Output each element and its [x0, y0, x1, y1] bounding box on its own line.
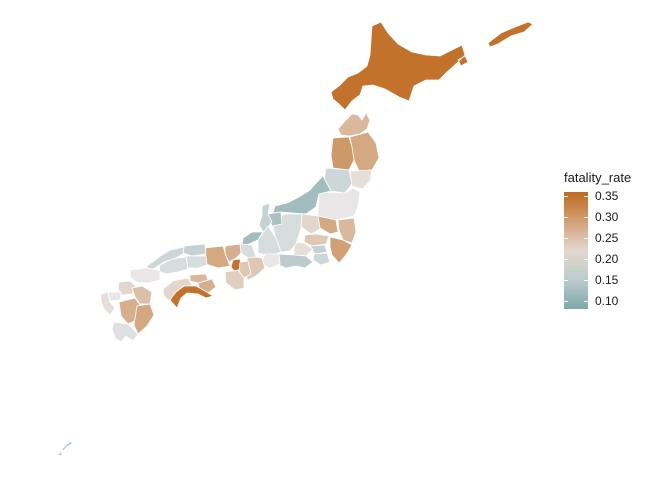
region-miyazaki	[133, 303, 155, 335]
region-aomori	[337, 112, 371, 137]
legend-tick-mark	[584, 217, 588, 219]
legend-tick-label: 0.30	[595, 210, 619, 225]
region-iwate	[349, 131, 380, 172]
region-miyagi	[349, 169, 373, 190]
prefecture-layer	[57, 21, 534, 457]
legend-tick-mark	[564, 196, 568, 198]
legend-tick-label: 0.15	[595, 272, 619, 287]
legend-tick-label: 0.10	[595, 293, 619, 308]
legend-tick-mark	[564, 279, 568, 281]
region-okayama	[185, 255, 208, 269]
region-ibaraki	[337, 217, 357, 244]
legend-tick-mark	[564, 300, 568, 302]
region-wakayama	[224, 269, 245, 291]
region-saga	[107, 291, 122, 302]
legend-tick-mark	[564, 237, 568, 239]
legend-tick-mark	[584, 196, 588, 198]
region-okinawa	[57, 440, 73, 457]
legend-tick-mark	[584, 237, 588, 239]
legend-tick-mark	[564, 258, 568, 260]
region-gifu	[257, 225, 282, 257]
region-gunma	[300, 213, 321, 235]
region-nara	[238, 260, 252, 279]
region-shiga	[239, 243, 257, 259]
region-yamaguchi	[129, 267, 161, 284]
region-nagasaki	[100, 291, 116, 316]
legend-tick-label: 0.20	[595, 251, 619, 266]
region-kanagawa	[312, 252, 331, 266]
region-shizuoka	[277, 253, 314, 269]
region-yamanashi	[293, 241, 314, 257]
region-fukuoka	[117, 280, 137, 296]
region-tokyo	[309, 244, 328, 255]
region-hokkaido	[330, 21, 534, 111]
legend-colorbar	[564, 192, 588, 309]
region-tottori	[182, 243, 207, 257]
legend-tick-mark	[564, 217, 568, 219]
region-kochi	[169, 285, 214, 309]
legend-tick-mark	[584, 258, 588, 260]
legend-tick-mark	[584, 300, 588, 302]
region-akita	[330, 136, 355, 171]
legend-tick-label: 0.25	[595, 230, 619, 245]
region-chiba	[329, 236, 353, 264]
legend-tick-label: 0.35	[595, 189, 619, 204]
region-saitama	[303, 233, 330, 247]
region-kagoshima	[111, 321, 139, 343]
legend-tick-mark	[584, 279, 588, 281]
legend-title: fatality_rate	[564, 170, 632, 185]
region-kagawa	[189, 273, 209, 284]
